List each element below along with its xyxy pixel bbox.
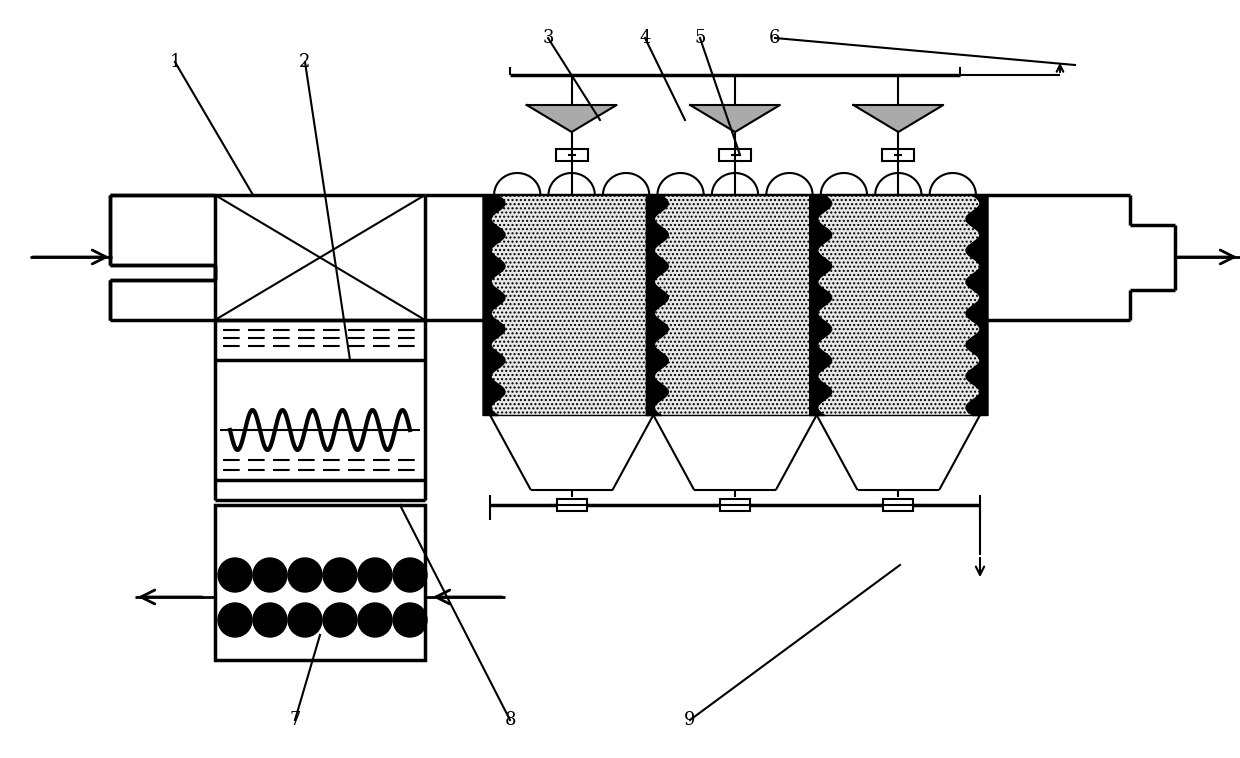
Text: 1: 1: [169, 53, 181, 71]
Circle shape: [358, 603, 392, 637]
Text: 8: 8: [505, 711, 516, 729]
Text: 3: 3: [542, 29, 554, 47]
Bar: [883, 149, 914, 161]
Circle shape: [288, 603, 322, 637]
Circle shape: [218, 603, 252, 637]
Circle shape: [288, 558, 322, 592]
Bar: [883, 499, 914, 511]
Polygon shape: [853, 105, 944, 132]
Polygon shape: [527, 105, 616, 132]
Text: 9: 9: [684, 711, 696, 729]
Polygon shape: [691, 105, 780, 132]
Bar: [720, 499, 750, 511]
Bar: [557, 499, 587, 511]
Text: 6: 6: [769, 29, 781, 47]
Text: 5: 5: [694, 29, 706, 47]
Circle shape: [358, 558, 392, 592]
Text: 2: 2: [299, 53, 311, 71]
Text: 7: 7: [289, 711, 300, 729]
Bar: [490, 195, 653, 415]
Circle shape: [218, 558, 252, 592]
Bar: [653, 195, 817, 415]
Circle shape: [253, 603, 286, 637]
Circle shape: [322, 558, 357, 592]
Circle shape: [393, 558, 427, 592]
Bar: [556, 149, 588, 161]
Circle shape: [253, 558, 286, 592]
Bar: [817, 195, 980, 415]
Text: 4: 4: [640, 29, 651, 47]
Circle shape: [322, 603, 357, 637]
Bar: [215, 505, 425, 660]
Bar: [719, 149, 751, 161]
Circle shape: [393, 603, 427, 637]
